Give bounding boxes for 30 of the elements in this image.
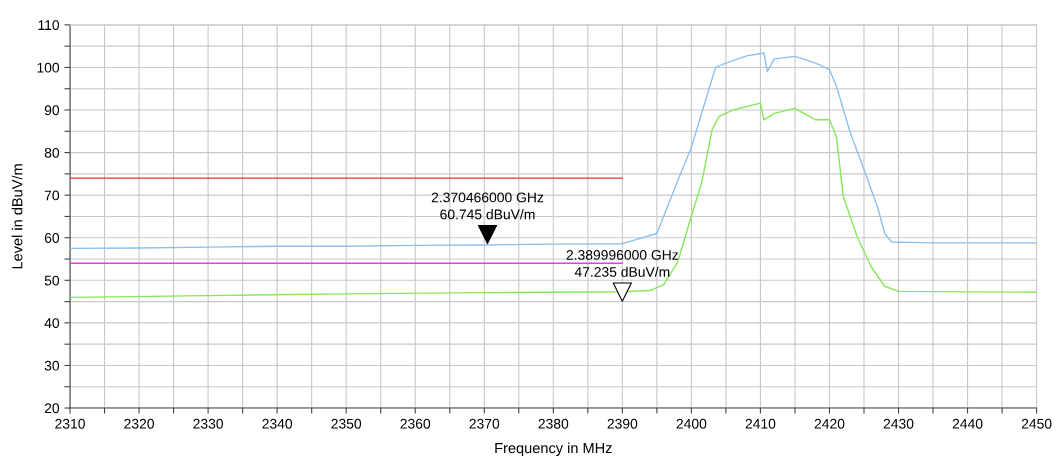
x-tick-label: 2330 [193,418,224,429]
x-tick-label: 2360 [400,418,431,429]
y-tick-label: 20 [44,403,60,414]
x-tick-label: 2410 [745,418,776,429]
y-tick-label: 60 [44,233,60,243]
x-tick-label: 2430 [883,418,914,429]
x-tick-label: 2340 [262,418,293,429]
annotation: 2.370466000 GHz 60.745 dBuV/m [431,192,544,220]
y-tick-label: 70 [44,190,60,201]
x-tick-label: 2390 [607,418,638,429]
x-axis-title: Frequency in MHz [495,442,612,457]
x-tick-label: 2380 [538,418,569,429]
y-axis-title: Level in dBuV/m [11,164,23,269]
x-tick-label: 2310 [55,418,85,429]
x-tick-label: 2320 [124,418,154,429]
line-series [70,52,1037,250]
y-tick-label: 30 [44,360,60,371]
y-tick-label: 80 [44,147,60,158]
y-tick-label: 50 [44,275,60,286]
y-tick-label: 110 [38,20,60,31]
x-tick-label: 2450 [1021,418,1052,429]
x-tick-label: 2350 [331,418,362,429]
y-tick-label: 90 [44,105,60,116]
x-tick-label: 2400 [676,418,707,429]
x-tick-label: 2370 [469,418,500,429]
y-tick-label: 100 [37,62,60,73]
x-tick-label: 2440 [952,418,983,429]
x-tick-label: 2420 [814,418,845,429]
y-tick-label: 40 [44,318,60,329]
annotation: 2.389996000 GHz 47.235 dBuV/m [566,250,679,277]
